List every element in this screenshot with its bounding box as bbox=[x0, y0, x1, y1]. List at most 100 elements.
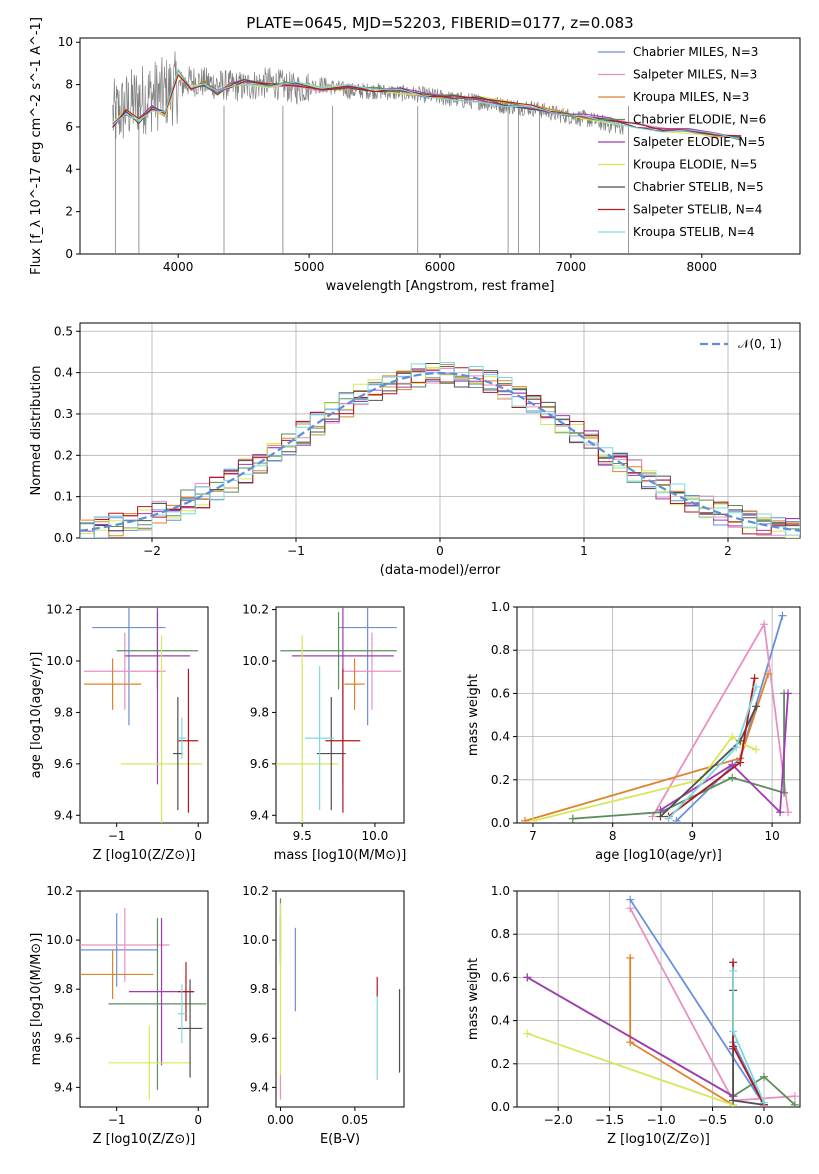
y-tick-label: 0.3 bbox=[54, 407, 73, 421]
y-tick-label: 9.6 bbox=[54, 757, 73, 771]
y-tick-label: 9.8 bbox=[54, 982, 73, 996]
x-tick-label: 2 bbox=[724, 544, 732, 558]
y-tick-label: 0 bbox=[65, 247, 73, 261]
legend-entry: 𝒩(0, 1) bbox=[738, 337, 782, 351]
legend-entry: Kroupa ELODIE, N=5 bbox=[633, 158, 757, 172]
x-tick-label: 10.0 bbox=[362, 829, 389, 843]
mass-weight-line bbox=[732, 990, 765, 1106]
y-tick-label: 9.4 bbox=[250, 1080, 269, 1094]
y-tick-label: 0.0 bbox=[54, 531, 73, 545]
y-tick-label: 0.5 bbox=[54, 324, 73, 338]
x-tick-label: 8 bbox=[609, 829, 617, 843]
x-tick-label: 0.0 bbox=[754, 1113, 773, 1127]
x-axis-label: mass [log10(M/M⊙)] bbox=[274, 848, 407, 863]
y-tick-label: 10.2 bbox=[242, 603, 269, 617]
y-tick-label: 9.4 bbox=[54, 808, 73, 822]
mass-weight-line bbox=[667, 686, 758, 820]
legend: Chabrier MILES, N=3 Salpeter MILES, N=3 Kr… bbox=[598, 45, 766, 239]
mass-weight-line bbox=[629, 899, 765, 1106]
mass-weight-line bbox=[732, 970, 765, 1104]
plot-area bbox=[523, 895, 799, 1107]
x-tick-label: −1 bbox=[108, 829, 126, 843]
chart-mass_weight_vs_Z: −2.0 −1.5 −1.0 −0.5 0.0 0.0 0.2 0.4 0.6 0.8 1.0 Z [… bbox=[466, 884, 801, 1147]
axes-frame bbox=[79, 890, 209, 1108]
axes-frame bbox=[275, 890, 405, 1108]
x-axis-label: age [log10(age/yr)] bbox=[595, 848, 722, 863]
axes-frame bbox=[79, 606, 209, 824]
y-tick-label: 0.2 bbox=[491, 773, 510, 787]
x-tick-label: 5000 bbox=[294, 260, 325, 274]
y-tick-label: 0.0 bbox=[491, 1100, 510, 1114]
legend-entry: Salpeter MILES, N=3 bbox=[633, 68, 757, 82]
x-tick-label: 4000 bbox=[163, 260, 194, 274]
y-tick-label: 10 bbox=[58, 35, 73, 49]
x-tick-label: 6000 bbox=[425, 260, 456, 274]
y-tick-label: 10.0 bbox=[46, 654, 73, 668]
chart-mass_weight_vs_age: 7 8 9 10 0.0 0.2 0.4 0.6 0.8 1.0 age [log10(age/yr… bbox=[466, 600, 801, 863]
y-axis-label: Normed distribution bbox=[29, 366, 44, 496]
y-axis-label: mass weight bbox=[466, 958, 481, 1040]
y-tick-label: 10.2 bbox=[242, 884, 269, 898]
plot-area bbox=[276, 607, 402, 823]
y-tick-label: 8 bbox=[65, 78, 73, 92]
y-axis-label: mass weight bbox=[466, 674, 481, 756]
chart-age_vs_mass: 9.5 10.0 9.4 9.6 9.8 10.0 10.2 mass [log10(M/M⊙… bbox=[242, 603, 407, 863]
normal-reference-curve bbox=[80, 371, 800, 532]
spectrum-model-line bbox=[112, 74, 742, 137]
axes-frame bbox=[516, 890, 801, 1108]
legend-entry: Chabrier STELIB, N=5 bbox=[633, 180, 764, 194]
plot-area bbox=[84, 607, 203, 823]
y-tick-label: 0.2 bbox=[54, 448, 73, 462]
y-tick-label: 9.4 bbox=[54, 1080, 73, 1094]
y-tick-label: 10.2 bbox=[46, 603, 73, 617]
y-tick-label: 9.4 bbox=[250, 808, 269, 822]
y-tick-label: 9.6 bbox=[54, 1031, 73, 1045]
chart-mass_vs_EBV: 0.00 0.05 9.4 9.6 9.8 10.0 10.2 E(B-V) bbox=[242, 884, 405, 1147]
figure-title: PLATE=0645, MJD=52203, FIBERID=0177, z=0… bbox=[246, 14, 633, 32]
x-tick-label: −2.0 bbox=[544, 1113, 573, 1127]
y-tick-label: 1.0 bbox=[491, 884, 510, 898]
y-tick-label: 1.0 bbox=[491, 600, 510, 614]
mass-weight-line bbox=[732, 962, 765, 1106]
x-axis-label: (data-model)/error bbox=[380, 563, 501, 578]
axes-frame bbox=[79, 322, 801, 539]
y-tick-label: 9.6 bbox=[250, 1031, 269, 1045]
spectrum-model-line bbox=[112, 72, 742, 141]
x-tick-label: 10 bbox=[764, 829, 779, 843]
y-tick-label: 6 bbox=[65, 120, 73, 134]
chart-age_vs_Z: −1 0 9.4 9.6 9.8 10.0 10.2 Z [log10(Z/Z⊙)] age [… bbox=[29, 603, 209, 863]
x-tick-label: 9 bbox=[689, 829, 697, 843]
y-tick-label: 9.8 bbox=[250, 982, 269, 996]
axes-frame bbox=[275, 606, 405, 824]
y-tick-label: 0.6 bbox=[491, 970, 510, 984]
y-tick-label: 10.0 bbox=[242, 654, 269, 668]
y-tick-label: 0.4 bbox=[54, 366, 73, 380]
spectrum-data-line bbox=[112, 51, 624, 139]
y-tick-label: 10.0 bbox=[242, 933, 269, 947]
x-tick-label: −0.5 bbox=[698, 1113, 727, 1127]
y-tick-label: 0.0 bbox=[491, 816, 510, 830]
legend-entry: Kroupa STELIB, N=4 bbox=[633, 225, 755, 239]
y-tick-label: 9.8 bbox=[54, 705, 73, 719]
plot-area bbox=[520, 611, 793, 823]
x-tick-label: 0 bbox=[194, 1113, 202, 1127]
legend-entry: Chabrier MILES, N=3 bbox=[633, 45, 758, 59]
y-tick-label: 0.6 bbox=[491, 686, 510, 700]
x-tick-label: 7000 bbox=[556, 260, 587, 274]
axes-frame bbox=[79, 37, 801, 255]
y-tick-label: 4 bbox=[65, 162, 73, 176]
plot-area bbox=[112, 51, 742, 254]
x-tick-label: 9.5 bbox=[293, 829, 312, 843]
x-tick-label: −1 bbox=[108, 1113, 126, 1127]
y-axis-label: Flux [f_λ 10^-17 erg cm^-2 s^-1 A^-1] bbox=[29, 17, 44, 275]
x-axis-label: wavelength [Angstrom, rest frame] bbox=[326, 279, 555, 294]
y-tick-label: 0.2 bbox=[491, 1057, 510, 1071]
x-tick-label: −1.0 bbox=[647, 1113, 676, 1127]
y-tick-label: 10.0 bbox=[46, 933, 73, 947]
y-tick-label: 0.8 bbox=[491, 643, 510, 657]
x-tick-label: −1.5 bbox=[595, 1113, 624, 1127]
x-tick-label: −1 bbox=[287, 544, 305, 558]
x-tick-label: 7 bbox=[529, 829, 537, 843]
legend-entry: Kroupa MILES, N=3 bbox=[633, 90, 749, 104]
